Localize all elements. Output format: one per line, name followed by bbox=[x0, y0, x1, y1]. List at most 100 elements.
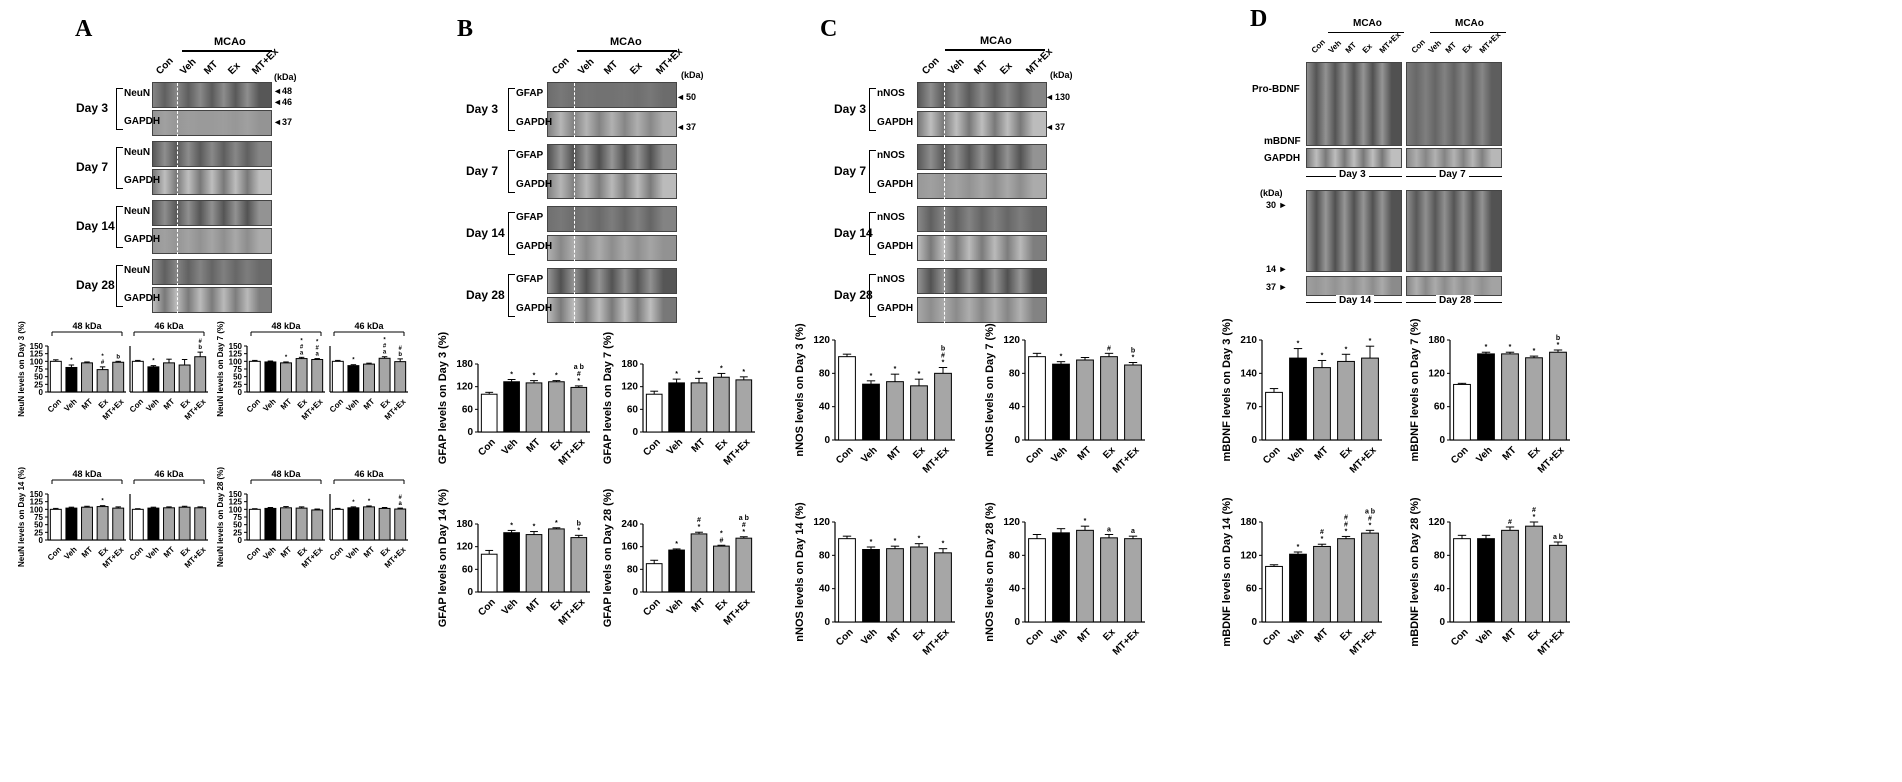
blot-strip bbox=[917, 111, 1047, 138]
mcao-line bbox=[577, 50, 677, 52]
day-label: Day 14 bbox=[76, 219, 115, 233]
blot-strip bbox=[1306, 62, 1402, 146]
marker-48: 48 bbox=[282, 86, 293, 96]
protein-label: nNOS bbox=[877, 274, 905, 285]
marker-arrow: ◄ bbox=[676, 122, 685, 132]
panel-a: A MCAo (kDa) 48 46 37 ◄ ◄ ◄ Con Veh MT Ex MT… bbox=[0, 0, 470, 782]
day-label: Day 3 bbox=[466, 101, 499, 116]
marker-arrow: ◄ bbox=[273, 117, 282, 127]
blot-strip bbox=[547, 235, 677, 262]
lane-label: Con bbox=[920, 55, 942, 77]
kda-label: (kDa) bbox=[681, 70, 704, 80]
mcao-line bbox=[182, 50, 272, 52]
lane-label: Veh bbox=[576, 56, 597, 77]
lane-label: Con bbox=[1409, 37, 1428, 55]
protein-label: GFAP bbox=[516, 274, 544, 285]
blot-strip bbox=[152, 228, 272, 255]
gapdh-label: GAPDH bbox=[1264, 153, 1301, 164]
lane-divider bbox=[574, 236, 575, 262]
mcao-label-1: MCAo bbox=[1353, 18, 1382, 29]
day-bracket bbox=[869, 150, 876, 193]
blot-strip bbox=[917, 297, 1047, 324]
blot-strip bbox=[1406, 276, 1502, 296]
bar bbox=[1124, 364, 1142, 441]
day-label: Day 3 bbox=[834, 101, 867, 116]
panel-letter: D bbox=[1250, 6, 1268, 32]
day-label: Day 28 bbox=[834, 287, 873, 302]
lane-divider bbox=[944, 174, 945, 200]
lane-divider bbox=[574, 269, 575, 295]
day-label: Day 28 bbox=[1436, 295, 1475, 306]
protein-label: NeuN bbox=[124, 265, 151, 276]
bar bbox=[1124, 538, 1142, 623]
protein-label: nNOS bbox=[877, 88, 905, 99]
marker-130: 130 bbox=[1055, 92, 1071, 102]
gapdh-label: GAPDH bbox=[516, 241, 553, 252]
day-label: Day 7 bbox=[76, 160, 109, 174]
marker-arrow: ◄ bbox=[273, 97, 282, 107]
blot-strip bbox=[1306, 276, 1402, 296]
lane-divider bbox=[177, 83, 178, 109]
blot-strip bbox=[1406, 190, 1502, 272]
day-bracket bbox=[116, 206, 123, 248]
day-bracket bbox=[116, 265, 123, 307]
marker-37: 37 ► bbox=[1266, 282, 1288, 292]
protein-label: NeuN bbox=[124, 88, 151, 99]
lane-label: MT+Ex bbox=[1477, 30, 1503, 55]
lane-divider bbox=[177, 260, 178, 286]
lane-divider bbox=[944, 83, 945, 109]
gapdh-label: GAPDH bbox=[877, 303, 914, 314]
blot-strip bbox=[917, 144, 1047, 171]
kda-label: (kDa) bbox=[1050, 70, 1073, 80]
lane-divider bbox=[177, 111, 178, 137]
blot-strip bbox=[152, 169, 272, 196]
lane-label: Veh bbox=[1426, 38, 1444, 55]
gapdh-label: GAPDH bbox=[877, 179, 914, 190]
lane-label: MT bbox=[202, 59, 221, 77]
marker-46: 46 bbox=[282, 97, 293, 107]
lane-divider bbox=[944, 236, 945, 262]
blot-strip bbox=[917, 235, 1047, 262]
gapdh-label: GAPDH bbox=[124, 234, 161, 245]
lane-divider bbox=[944, 269, 945, 295]
marker-arrow: ◄ bbox=[676, 92, 685, 102]
protein-label: nNOS bbox=[877, 212, 905, 223]
mcao-label-2: MCAo bbox=[1455, 18, 1484, 29]
lane-label: Ex bbox=[1360, 41, 1374, 55]
lane-divider bbox=[944, 112, 945, 138]
lane-divider bbox=[177, 201, 178, 227]
blot-strip bbox=[152, 200, 272, 227]
day-label: Day 7 bbox=[466, 163, 499, 178]
mcao-line bbox=[1328, 32, 1404, 33]
panel-b: B MCAo (kDa) ◄ 50 ◄ 37 Con Veh MT Ex MT+Ex GF… bbox=[430, 0, 780, 782]
day-label: Day 14 bbox=[1336, 295, 1375, 306]
day-label: Day 7 bbox=[834, 163, 867, 178]
significance-mark: a bbox=[1131, 528, 1135, 535]
lane-divider bbox=[177, 142, 178, 168]
day-label: Day 28 bbox=[76, 278, 115, 292]
blot-strip bbox=[1406, 62, 1502, 146]
gapdh-label: GAPDH bbox=[124, 293, 161, 304]
lane-divider bbox=[574, 83, 575, 109]
day-bracket bbox=[869, 274, 876, 317]
panel-d: D MCAo MCAo Con Veh MT Ex MT+Ex Con Veh MT Ex MT+Ex… bbox=[1200, 0, 1580, 782]
protein-label: NeuN bbox=[124, 206, 151, 217]
blot-strip bbox=[547, 206, 677, 233]
day-bracket bbox=[869, 212, 876, 255]
day-bracket bbox=[508, 212, 515, 255]
lane-label: Con bbox=[1309, 37, 1328, 55]
marker-37: 37 bbox=[686, 122, 697, 132]
lane-divider bbox=[944, 145, 945, 171]
blot-strip bbox=[547, 297, 677, 324]
day-label: Day 7 bbox=[1436, 169, 1469, 180]
panel-letter: B bbox=[457, 16, 474, 42]
lane-divider bbox=[574, 298, 575, 324]
gapdh-label: GAPDH bbox=[124, 175, 161, 186]
protein-label: GFAP bbox=[516, 88, 544, 99]
significance-mark: b bbox=[1131, 348, 1135, 355]
gapdh-label: GAPDH bbox=[516, 303, 553, 314]
day-bracket bbox=[116, 88, 123, 130]
mcao-label: MCAo bbox=[214, 36, 246, 48]
marker-30: 30 ► bbox=[1266, 200, 1288, 210]
marker-arrow: ◄ bbox=[1045, 122, 1054, 132]
